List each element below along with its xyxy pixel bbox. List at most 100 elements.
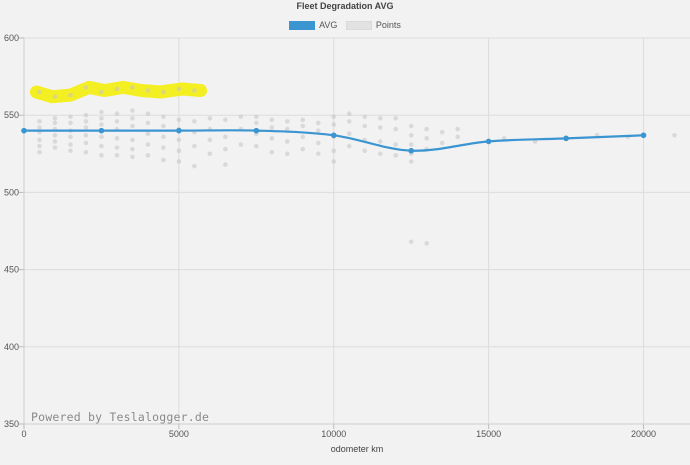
scatter-point [161, 89, 166, 95]
scatter-point [346, 111, 352, 116]
legend-item-points[interactable]: Points [345, 20, 401, 30]
scatter-point [83, 85, 89, 90]
scatter-point [377, 125, 383, 130]
scatter-point [300, 134, 306, 140]
scatter-point [37, 119, 42, 124]
scatter-point [315, 140, 321, 146]
y-tick-label: 450 [4, 265, 19, 275]
avg-series [21, 127, 647, 154]
scatter-point [99, 122, 104, 127]
scatter-point [37, 89, 42, 95]
scatter-point [161, 114, 166, 120]
scatter-point [424, 136, 429, 141]
scatter-point [238, 114, 244, 120]
scatter-point [346, 119, 352, 124]
scatter-point [52, 115, 58, 121]
scatter-point [315, 128, 321, 133]
scatter-point [377, 139, 383, 144]
scatter-point [672, 132, 677, 138]
scatter-point [393, 142, 399, 147]
x-tick-label: 5000 [169, 429, 189, 439]
scatter-point [130, 115, 135, 121]
grid-lines [19, 37, 690, 429]
scatter-point [424, 126, 429, 132]
scatter-point [393, 115, 399, 121]
scatter-point [192, 119, 197, 124]
y-tick-label: 350 [4, 419, 19, 429]
scatter-point [254, 114, 259, 120]
scatter-point [130, 108, 135, 113]
scatter-point [362, 148, 368, 154]
legend-label-points: Points [375, 20, 401, 30]
scatter-point [285, 151, 290, 157]
scatter-point [393, 126, 399, 132]
scatter-point [238, 142, 244, 147]
scatter-point [68, 142, 73, 147]
scatter-point [52, 120, 58, 126]
scatter-point [331, 159, 337, 164]
scatter-point [114, 136, 120, 141]
yellow-highlight [29, 80, 208, 104]
scatter-point [408, 132, 414, 138]
scatter-point [285, 119, 290, 124]
scatter-point [269, 136, 275, 141]
scatter-point [145, 131, 151, 137]
scatter-point [161, 145, 166, 150]
scatter-point [331, 148, 337, 154]
scatter-point [68, 120, 73, 126]
scatter-point [130, 146, 135, 152]
scatter-point [130, 85, 135, 90]
legend-item-avg[interactable]: AVG [289, 20, 337, 30]
avg-point [330, 132, 337, 139]
legend-label-avg: AVG [319, 20, 338, 30]
scatter-point [99, 109, 104, 115]
scatter-point [331, 114, 337, 120]
avg-point [176, 127, 182, 134]
scatter-point [408, 142, 414, 147]
scatter-point [315, 120, 321, 126]
scatter-point [114, 111, 120, 116]
avg-point [98, 127, 105, 134]
scatter-point [300, 146, 306, 152]
scatter-point [269, 117, 275, 123]
y-axis-tick-labels: 350 400 450 500 550 600 [4, 33, 19, 429]
avg-point [640, 132, 647, 139]
scatter-point [114, 145, 120, 150]
scatter-point [300, 117, 306, 123]
scatter-point [99, 143, 104, 149]
scatter-point [455, 126, 460, 132]
x-axis-tick-labels: 0 5000 10000 15000 20000 [21, 429, 656, 439]
scatter-point [393, 153, 399, 158]
y-tick-label: 600 [4, 33, 19, 43]
scatter-point [145, 142, 151, 147]
scatter-point [83, 119, 89, 124]
scatter-point [114, 86, 120, 92]
scatter-point [114, 153, 120, 158]
scatter-point [269, 125, 275, 130]
scatter-point [362, 123, 368, 129]
y-tick-label: 550 [4, 110, 19, 120]
x-tick-label: 10000 [321, 429, 346, 439]
scatter-point [161, 134, 166, 140]
scatter-point [223, 146, 228, 152]
legend: AVG Points [0, 20, 690, 32]
scatter-point [68, 148, 73, 154]
scatter-point [207, 151, 213, 157]
scatter-point [83, 112, 89, 118]
scatter-point [439, 129, 445, 135]
avg-point [253, 127, 260, 134]
scatter-point [331, 122, 337, 127]
scatter-point [176, 137, 182, 143]
scatter-point [346, 131, 352, 137]
scatter-point [145, 88, 151, 93]
watermark: Powered by Teslalogger.de [31, 410, 210, 424]
scatter-point [424, 241, 429, 246]
avg-point [21, 127, 27, 134]
avg-point [563, 135, 569, 142]
legend-swatch-points [345, 20, 372, 30]
scatter-point [223, 117, 228, 123]
scatter-point [223, 162, 228, 167]
scatter-point [130, 137, 135, 143]
scatter-point [145, 120, 151, 126]
scatter-point [83, 140, 89, 146]
